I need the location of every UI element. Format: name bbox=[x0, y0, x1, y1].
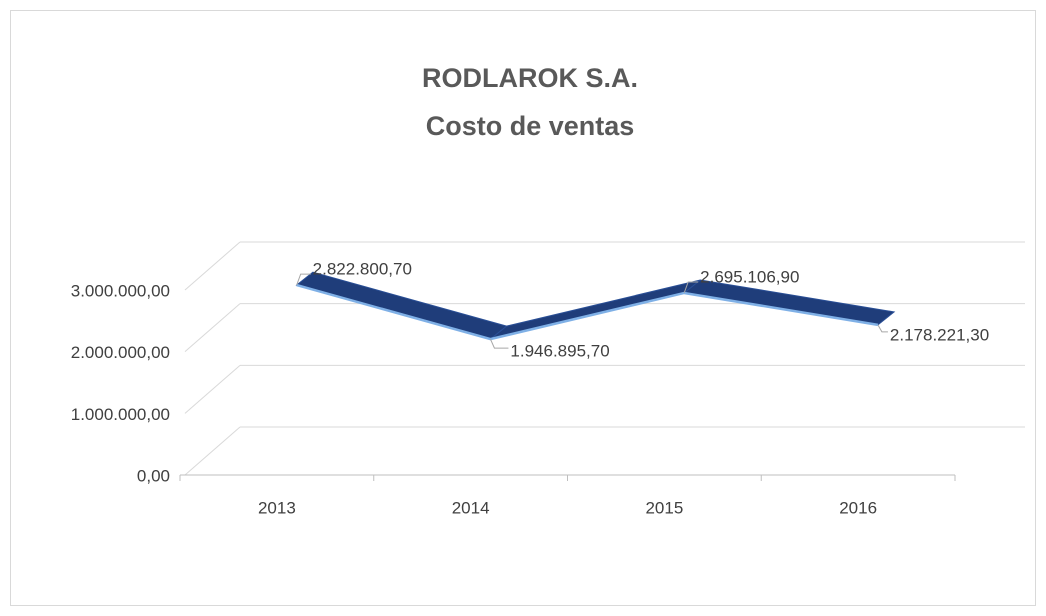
x-tick-label: 2015 bbox=[645, 498, 683, 517]
y-tick-label: 2.000.000,00 bbox=[71, 343, 170, 362]
chart-subtitle: Costo de ventas bbox=[426, 111, 635, 141]
x-tick-label: 2016 bbox=[839, 498, 877, 517]
grid-side bbox=[184, 364, 241, 414]
chart-frame bbox=[10, 10, 1036, 606]
data-label: 2.822.800,70 bbox=[313, 260, 412, 279]
grid-side bbox=[184, 303, 241, 353]
y-tick-label: 0,00 bbox=[137, 466, 170, 485]
data-label: 2.178.221,30 bbox=[890, 325, 989, 344]
x-tick-label: 2013 bbox=[258, 498, 296, 517]
label-leader bbox=[489, 338, 509, 349]
x-tick-label: 2014 bbox=[452, 498, 490, 517]
y-tick-label: 3.000.000,00 bbox=[71, 281, 170, 300]
data-label: 2.695.106,90 bbox=[700, 267, 799, 286]
data-label: 1.946.895,70 bbox=[510, 342, 609, 361]
chart-title: RODLAROK S.A. bbox=[422, 63, 638, 93]
label-leader bbox=[683, 281, 699, 294]
label-leader bbox=[296, 273, 311, 286]
grid-side bbox=[184, 426, 241, 476]
line bbox=[296, 283, 879, 341]
grid-side bbox=[184, 241, 241, 291]
label-leader bbox=[877, 324, 888, 333]
y-tick-label: 1.000.000,00 bbox=[71, 405, 170, 424]
